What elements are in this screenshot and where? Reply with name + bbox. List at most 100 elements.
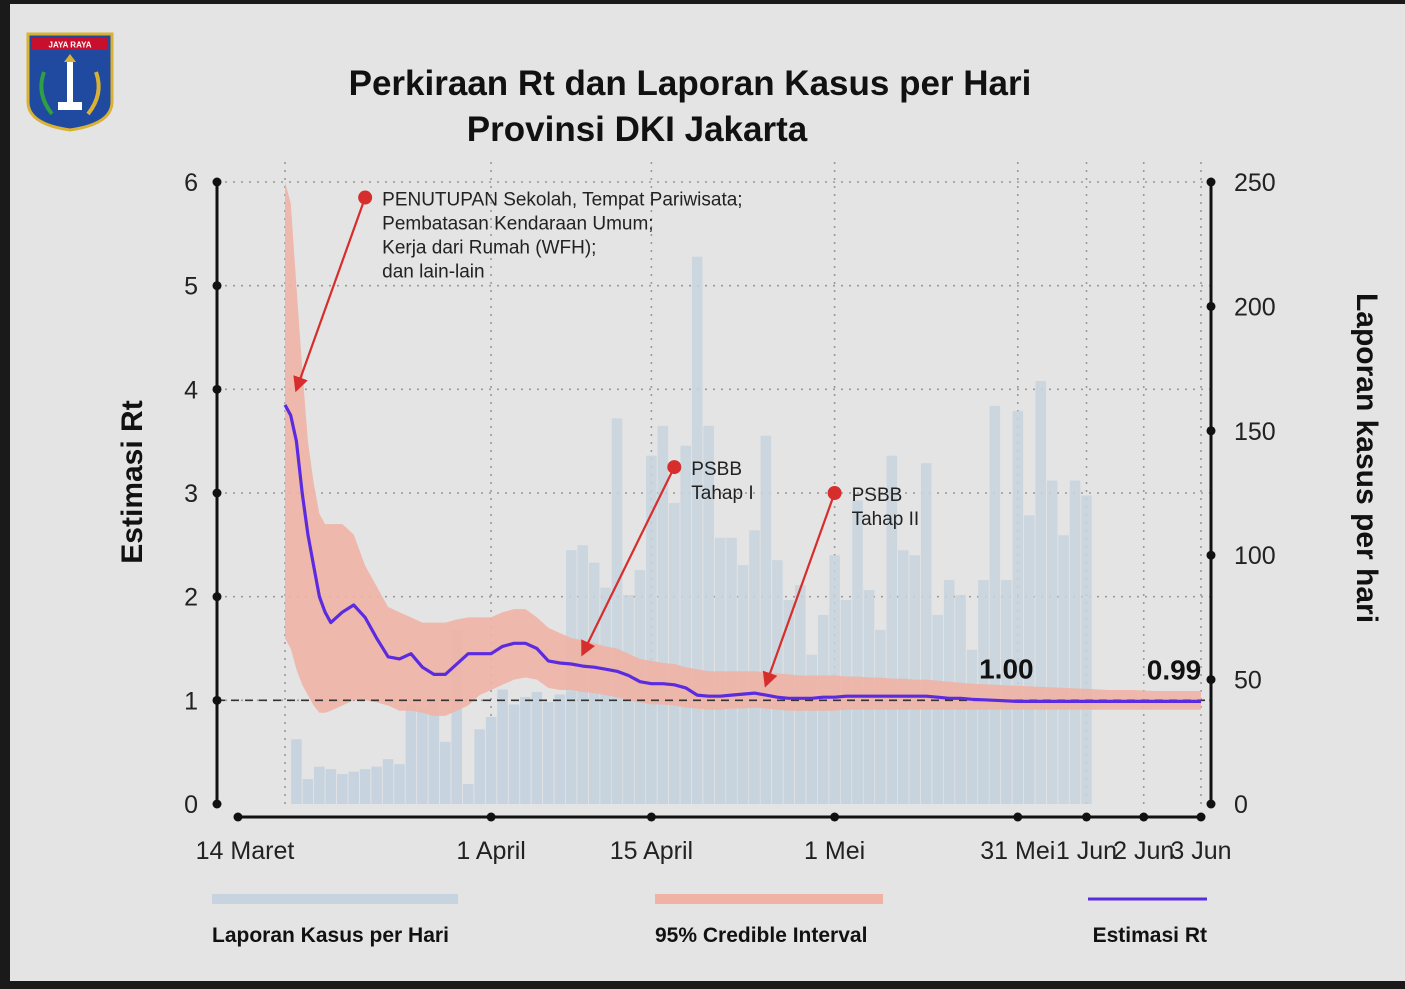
case-bar [543,701,554,804]
logo-banner: JAYA RAYA [49,41,92,50]
case-bar-peak [1081,495,1092,804]
y-left-tick-label: 4 [184,376,198,404]
case-bar-peak [669,502,680,804]
case-bar-peak [806,654,817,804]
case-bar-peak [1069,480,1081,804]
chart-subtitle: Provinsi DKI Jakarta [467,110,808,149]
x-tick-dot [486,812,496,822]
legend: Laporan Kasus per Hari 95% Credible Inter… [212,894,1207,947]
case-bar-peak [1058,535,1069,804]
y-right-tick-dot [1206,799,1216,809]
case-bar-peak [600,587,611,804]
y-right-tick-label: 250 [1234,169,1276,197]
case-bar [394,764,405,804]
case-bar [531,692,543,804]
x-tick-dot [1196,812,1206,822]
y-right-tick-dot [1206,675,1216,685]
x-tick-label: 1 April [456,837,525,865]
case-bar-peak [691,256,703,804]
legend-label: Estimasi Rt [1093,924,1207,947]
y-right-tick-dot [1206,426,1216,436]
x-tick-label: 2 Jun [1113,837,1174,865]
y-left-tick-label: 6 [184,169,198,197]
case-bar [497,689,508,804]
y-right-tick-label: 100 [1234,542,1276,570]
y-right-tick-label: 200 [1234,293,1276,321]
case-bar [371,766,382,804]
y-left-tick-label: 2 [184,584,198,612]
x-tick-dot [830,812,840,822]
annotation-arrow [762,492,836,688]
case-bar [462,784,474,804]
jakarta-crest-icon: JAYA RAYA [26,32,114,132]
y-right-tick-dot [1206,301,1216,311]
x-axis-start-dot [233,812,243,822]
y-axis-right-title: Laporan kasus per hari [1350,293,1383,623]
rt-line [283,404,1201,703]
y-left-tick-label: 0 [184,791,198,819]
x-tick-label: 15 April [610,837,693,865]
y-right-tick-label: 50 [1234,667,1262,695]
annotation-text: Tahap I [691,483,753,504]
x-tick-label: 3 Jun [1170,837,1231,865]
rt-value-label: 0.99 [1147,654,1202,685]
ci-band-series [285,182,1201,716]
x-tick-dot [1013,812,1023,822]
legend-swatch-bars [212,894,458,904]
annotation-text: Kerja dari Rumah (WFH); [382,238,596,259]
case-bar [474,729,485,804]
case-bar-peak [760,435,772,804]
annotation-text: Tahap II [852,509,920,530]
case-bar-peak [852,500,863,804]
annotation-text: PENUTUPAN Sekolah, Tempat Pariwisata; [382,190,742,211]
case-bar [314,766,325,804]
annotation-dot [667,460,682,475]
case-bar [291,739,302,804]
y-left-tick-dot [212,799,222,809]
case-bar-peak [1023,515,1035,804]
case-bar-peak [875,629,886,804]
legend-label: 95% Credible Interval [655,924,867,947]
case-bar [348,771,359,804]
y-left-tick-label: 3 [184,480,198,508]
case-bar-peak [966,649,978,804]
chart-frame: JAYA RAYA Perkiraan Rt dan Laporan Kasus… [10,4,1405,981]
annotations: PENUTUPAN Sekolah, Tempat Pariwisata; Pem… [293,190,920,688]
case-bar-peak [703,425,714,804]
case-bar [554,694,566,804]
case-bar [508,704,520,804]
y-left-tick-dot [212,177,222,187]
value-labels: 1.00 0.99 [979,653,1201,685]
case-bar-peak [680,445,692,804]
annotation-dot [827,486,842,500]
case-bar [302,779,314,804]
annotation-text: Pembatasan Kendaraan Umum; [382,214,653,235]
case-bar-peak [646,455,657,804]
annotation-text: dan lain-lain [382,262,484,283]
case-bar [325,769,337,804]
x-tick-label: 14 Maret [196,837,295,865]
x-tick-label: 31 Mei [980,837,1055,865]
case-bar [520,697,531,804]
case-bar-peak [657,425,669,804]
x-tick-dot [1139,812,1149,822]
rt-value-label: 1.00 [979,653,1034,684]
axes: 0 1 2 3 4 5 6 0 50 100 150 200 250 14 Maret 1 April 15 … [184,169,1276,865]
case-bar-peak [1046,480,1058,804]
case-bar-peak [714,537,726,804]
bars-series [291,256,1092,804]
x-tick-label: 1 Mei [804,837,865,865]
y-left-tick-dot [212,488,222,498]
case-bar-peak [726,537,737,804]
y-left-tick-dot [212,695,222,705]
case-bar [428,699,440,804]
x-tick-label: 1 Jun [1056,837,1117,865]
case-bar [336,774,348,804]
y-axis-left-title: Estimasi Rt [116,400,149,563]
case-bar [451,629,463,804]
x-tick-dot [646,812,656,822]
y-left-tick-label: 5 [184,273,198,301]
rt-series [283,404,1201,703]
case-bar-peak [749,530,760,804]
y-right-tick-dot [1206,177,1216,187]
